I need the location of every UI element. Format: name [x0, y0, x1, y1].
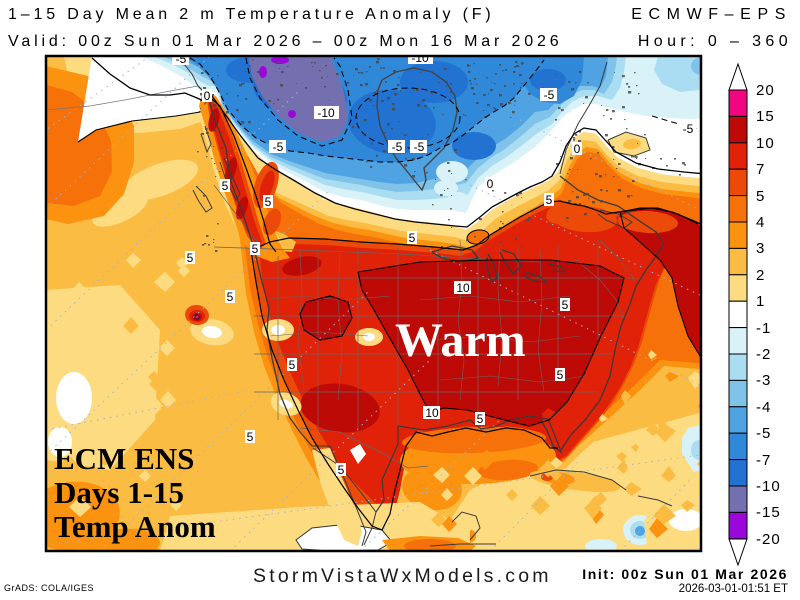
svg-text:3: 3 — [756, 240, 765, 257]
svg-text:Warm: Warm — [395, 314, 526, 367]
svg-text:5: 5 — [187, 251, 194, 265]
svg-text:Temp Anom: Temp Anom — [54, 509, 216, 544]
svg-text:10: 10 — [456, 281, 470, 295]
svg-text:-10: -10 — [411, 51, 429, 65]
svg-text:-10: -10 — [756, 478, 781, 495]
svg-text:5: 5 — [557, 368, 564, 382]
svg-text:-5: -5 — [176, 52, 187, 66]
svg-text:-5: -5 — [392, 140, 403, 154]
svg-text:2: 2 — [756, 267, 765, 284]
svg-text:-3: -3 — [756, 372, 771, 389]
svg-text:0: 0 — [574, 142, 581, 156]
svg-text:15: 15 — [756, 108, 775, 125]
svg-text:5: 5 — [477, 412, 484, 426]
svg-text:5: 5 — [222, 179, 229, 193]
svg-text:-7: -7 — [756, 452, 771, 469]
svg-text:-5: -5 — [273, 140, 284, 154]
svg-text:7: 7 — [756, 161, 765, 178]
svg-text:Days 1-15: Days 1-15 — [54, 475, 184, 510]
svg-text:-5: -5 — [544, 88, 555, 102]
svg-text:5: 5 — [756, 188, 765, 205]
svg-text:-5: -5 — [756, 425, 771, 442]
svg-text:5: 5 — [252, 242, 259, 256]
svg-text:-5: -5 — [414, 140, 425, 154]
svg-text:10: 10 — [756, 135, 775, 152]
svg-text:0: 0 — [487, 177, 494, 191]
svg-text:0: 0 — [204, 89, 211, 103]
svg-text:4: 4 — [756, 214, 765, 231]
svg-text:-1: -1 — [756, 320, 771, 337]
svg-text:5: 5 — [289, 358, 296, 372]
svg-text:5: 5 — [247, 430, 254, 444]
svg-text:10: 10 — [425, 406, 439, 420]
svg-text:-10: -10 — [317, 106, 335, 120]
svg-text:-2: -2 — [756, 346, 771, 363]
svg-text:5: 5 — [338, 463, 345, 477]
svg-text:5: 5 — [265, 195, 272, 209]
svg-text:-20: -20 — [756, 531, 781, 548]
svg-text:-15: -15 — [756, 504, 781, 521]
svg-text:5: 5 — [562, 298, 569, 312]
svg-text:5: 5 — [546, 193, 553, 207]
svg-text:1: 1 — [756, 293, 765, 310]
svg-text:ECM ENS: ECM ENS — [54, 441, 194, 476]
svg-text:5: 5 — [409, 231, 416, 245]
svg-text:20: 20 — [756, 82, 775, 99]
svg-text:-5: -5 — [683, 122, 694, 136]
svg-text:5: 5 — [227, 290, 234, 304]
svg-text:-4: -4 — [756, 399, 771, 416]
